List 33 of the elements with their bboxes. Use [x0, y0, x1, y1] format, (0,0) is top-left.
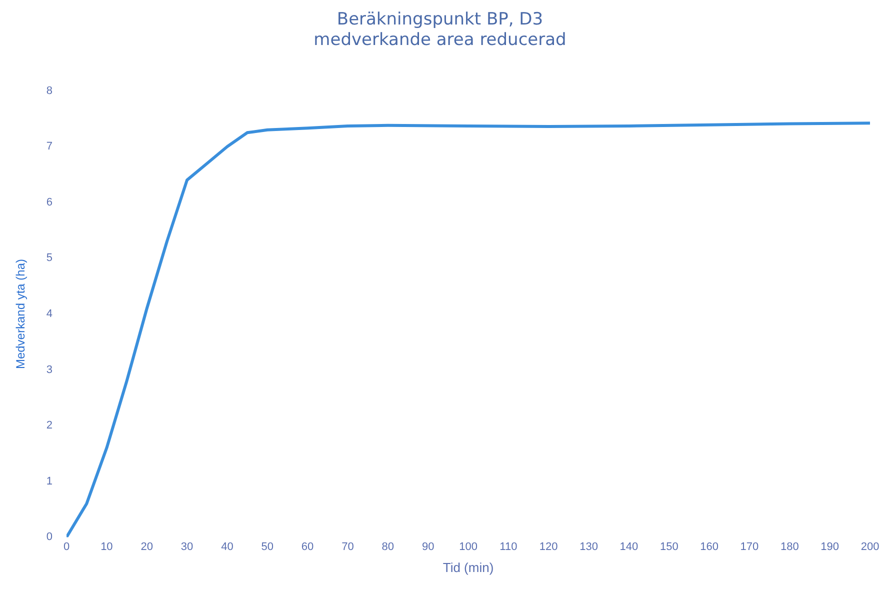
y-tick-label: 1: [46, 475, 53, 488]
x-tick-label: 80: [382, 540, 394, 553]
x-tick-label: 50: [261, 540, 274, 553]
x-tick-label: 200: [860, 540, 880, 553]
x-tick-label: 180: [780, 540, 799, 553]
x-tick-label: 30: [180, 540, 194, 553]
y-tick-label: 0: [46, 531, 53, 544]
x-tick-label: 110: [500, 540, 518, 553]
y-tick-label: 7: [46, 140, 53, 153]
y-tick-label: 4: [46, 308, 53, 320]
x-tick-label: 170: [740, 540, 759, 553]
x-tick-label: 60: [301, 540, 314, 553]
x-tick-label: 140: [620, 540, 638, 553]
x-tick-label: 130: [580, 540, 598, 553]
x-tick-label: 70: [342, 540, 354, 553]
x-tick-label: 90: [422, 540, 434, 553]
y-tick-label: 3: [46, 364, 53, 376]
x-tick-label: 40: [221, 540, 234, 553]
x-tick-label: 190: [820, 540, 840, 553]
x-axis-title: Tid (min): [442, 560, 494, 575]
x-tick-label: 0: [63, 540, 70, 553]
y-axis-title: Medverkand yta (ha): [14, 258, 28, 370]
chart-title: Beräkningspunkt BP, D3 medverkande area reducerad: [314, 10, 566, 50]
y-tick-label: 2: [46, 420, 53, 432]
x-tick-label: 150: [660, 540, 678, 553]
y-tick-label: 6: [46, 196, 53, 208]
x-tick-label: 10: [100, 540, 113, 553]
x-tick-label: 100: [459, 540, 478, 553]
x-tick-label: 20: [140, 540, 153, 553]
x-tick-label: 120: [539, 540, 558, 553]
y-tick-label: 8: [46, 84, 53, 97]
x-tick-label: 160: [700, 540, 718, 553]
y-tick-label: 5: [46, 252, 53, 264]
